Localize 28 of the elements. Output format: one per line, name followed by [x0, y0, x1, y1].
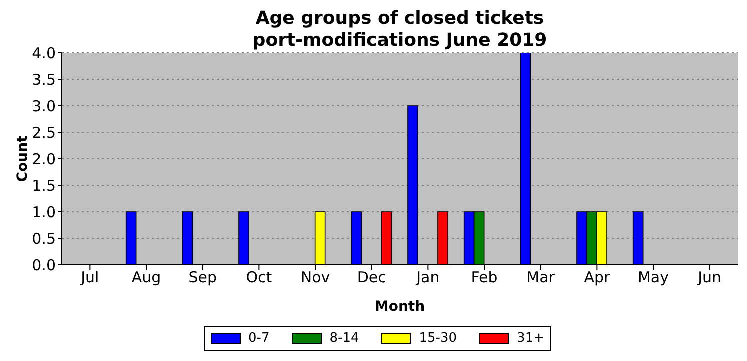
legend-label: 15-30	[419, 331, 458, 346]
x-tick-label: Feb	[471, 268, 498, 287]
x-tick-label: Jun	[697, 268, 722, 287]
x-tick-label: Dec	[357, 268, 386, 287]
legend-label: 31+	[517, 331, 544, 346]
y-axis-title: Count	[14, 135, 31, 182]
y-tick-label: 3.0	[32, 97, 56, 116]
x-tick-label: Oct	[246, 268, 272, 287]
x-tick-label: Jan	[416, 268, 440, 287]
chart-title: Age groups of closed tickets port-modifications June 2019	[252, 8, 548, 52]
x-axis-title: Month	[374, 299, 426, 315]
y-tick-label: 0.0	[32, 256, 56, 274]
y-tick-label: 2.5	[32, 124, 56, 142]
y-tick-label: 1.0	[32, 203, 56, 222]
x-tick-label: Nov	[300, 268, 330, 287]
x-tick-label: Apr	[584, 268, 611, 287]
y-tick-label: 1.5	[32, 176, 56, 195]
y-tick-label: 0.5	[32, 230, 56, 248]
y-tick-label: 4.0	[32, 44, 56, 62]
x-tick-label: Jul	[80, 268, 100, 287]
y-tick-label: 3.5	[32, 70, 56, 89]
x-tick-label: Aug	[132, 268, 162, 287]
legend-label: 8-14	[330, 331, 360, 346]
y-tick-label: 2.0	[32, 150, 56, 168]
x-tick-label: Sep	[188, 268, 217, 287]
x-tick-label: May	[638, 268, 670, 287]
legend-label: 0-7	[248, 331, 270, 346]
x-tick-label: Mar	[526, 268, 556, 287]
